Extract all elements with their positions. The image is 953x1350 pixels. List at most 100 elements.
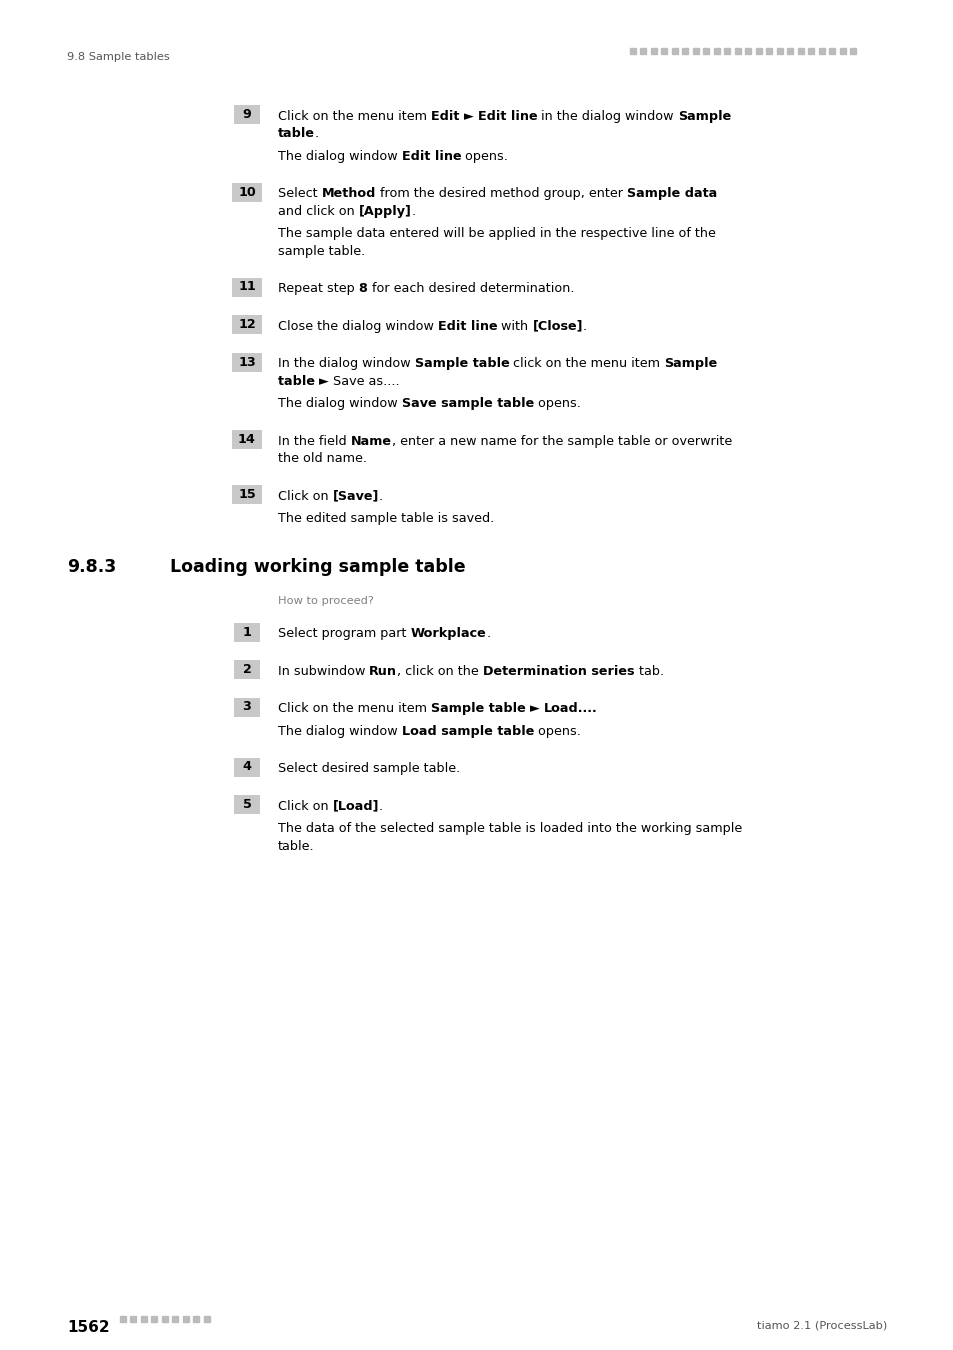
Text: Run: Run <box>369 666 397 678</box>
Bar <box>713 49 720 54</box>
Text: 15: 15 <box>238 487 255 501</box>
Bar <box>797 49 803 54</box>
Text: Load....: Load.... <box>543 702 598 716</box>
Text: table: table <box>277 127 314 140</box>
Text: Sample table: Sample table <box>431 702 530 716</box>
Text: tab.: tab. <box>634 666 663 678</box>
FancyBboxPatch shape <box>232 182 262 201</box>
Text: [Apply]: [Apply] <box>358 205 411 217</box>
Text: The sample data entered will be applied in the respective line of the: The sample data entered will be applied … <box>277 227 715 240</box>
Text: [Save]: [Save] <box>333 490 378 504</box>
Bar <box>765 49 772 54</box>
Bar <box>660 49 667 54</box>
Text: table.: table. <box>277 840 314 853</box>
Text: opens.: opens. <box>534 725 580 738</box>
Text: 5: 5 <box>242 798 252 811</box>
Text: Loading working sample table: Loading working sample table <box>170 558 465 576</box>
Text: Sample: Sample <box>663 358 717 370</box>
Bar <box>818 49 824 54</box>
FancyBboxPatch shape <box>233 795 260 814</box>
Text: Save sample table: Save sample table <box>401 397 534 410</box>
Text: 3: 3 <box>242 701 252 714</box>
Bar <box>193 1316 199 1322</box>
Text: Determination series: Determination series <box>482 666 634 678</box>
Text: the old name.: the old name. <box>277 452 367 466</box>
Text: sample table.: sample table. <box>277 244 365 258</box>
Bar <box>702 49 709 54</box>
FancyBboxPatch shape <box>232 315 262 333</box>
Text: 4: 4 <box>242 760 252 774</box>
Text: Method: Method <box>321 188 375 200</box>
FancyBboxPatch shape <box>233 698 260 717</box>
Text: 14: 14 <box>238 433 255 446</box>
Text: The data of the selected sample table is loaded into the working sample: The data of the selected sample table is… <box>277 822 741 836</box>
Text: opens.: opens. <box>534 397 580 410</box>
FancyBboxPatch shape <box>232 485 262 504</box>
Bar <box>183 1316 189 1322</box>
Text: .: . <box>378 799 383 813</box>
Text: Click on the menu item: Click on the menu item <box>277 109 431 123</box>
Text: with: with <box>497 320 532 333</box>
Text: in the dialog window: in the dialog window <box>537 109 677 123</box>
Text: .: . <box>411 205 416 217</box>
Text: .: . <box>378 490 383 504</box>
FancyBboxPatch shape <box>232 278 262 297</box>
Text: and click on: and click on <box>277 205 358 217</box>
Text: , click on the: , click on the <box>397 666 482 678</box>
Bar <box>639 49 646 54</box>
Bar <box>692 49 699 54</box>
Text: 9: 9 <box>242 108 252 122</box>
Text: Name: Name <box>351 435 392 448</box>
FancyBboxPatch shape <box>233 105 260 124</box>
Bar <box>204 1316 210 1322</box>
Bar <box>650 49 657 54</box>
Text: Click on: Click on <box>277 490 333 504</box>
Text: How to proceed?: How to proceed? <box>277 595 374 606</box>
Text: In the dialog window: In the dialog window <box>277 358 415 370</box>
Text: for each desired determination.: for each desired determination. <box>367 282 574 296</box>
Text: 9.8.3: 9.8.3 <box>67 558 116 576</box>
Text: table: table <box>277 375 319 387</box>
Text: Edit line: Edit line <box>437 320 497 333</box>
Bar <box>744 49 751 54</box>
Bar <box>828 49 835 54</box>
Bar <box>786 49 793 54</box>
Text: 13: 13 <box>238 355 255 369</box>
Text: Save as....: Save as.... <box>333 375 399 387</box>
Bar <box>850 49 856 54</box>
Text: Click on: Click on <box>277 799 333 813</box>
FancyBboxPatch shape <box>232 431 262 450</box>
Bar <box>776 49 782 54</box>
Text: Load sample table: Load sample table <box>401 725 534 738</box>
Text: 9.8 Sample tables: 9.8 Sample tables <box>67 53 170 62</box>
Text: 11: 11 <box>238 281 255 293</box>
Text: Select: Select <box>277 188 321 200</box>
Text: 1562: 1562 <box>67 1320 110 1335</box>
Text: Select program part: Select program part <box>277 628 410 640</box>
Text: 8: 8 <box>358 282 367 296</box>
Text: [Load]: [Load] <box>333 799 378 813</box>
Text: Close the dialog window: Close the dialog window <box>277 320 437 333</box>
Text: click on the menu item: click on the menu item <box>509 358 663 370</box>
Text: opens.: opens. <box>460 150 508 163</box>
Text: In subwindow: In subwindow <box>277 666 369 678</box>
Text: The dialog window: The dialog window <box>277 725 401 738</box>
FancyBboxPatch shape <box>232 352 262 371</box>
Text: ►: ► <box>319 375 333 387</box>
Text: The edited sample table is saved.: The edited sample table is saved. <box>277 513 494 525</box>
Bar <box>141 1316 147 1322</box>
Text: Edit: Edit <box>431 109 463 123</box>
Text: ►: ► <box>530 702 543 716</box>
Bar <box>152 1316 157 1322</box>
FancyBboxPatch shape <box>233 757 260 776</box>
Text: Sample: Sample <box>677 109 730 123</box>
Text: 12: 12 <box>238 319 255 331</box>
Text: from the desired method group, enter: from the desired method group, enter <box>375 188 626 200</box>
Text: Select desired sample table.: Select desired sample table. <box>277 763 459 775</box>
Text: 1: 1 <box>242 625 252 639</box>
Text: 2: 2 <box>242 663 252 676</box>
Bar <box>131 1316 136 1322</box>
Bar <box>629 49 636 54</box>
Text: Edit line: Edit line <box>401 150 460 163</box>
Text: Sample data: Sample data <box>626 188 717 200</box>
